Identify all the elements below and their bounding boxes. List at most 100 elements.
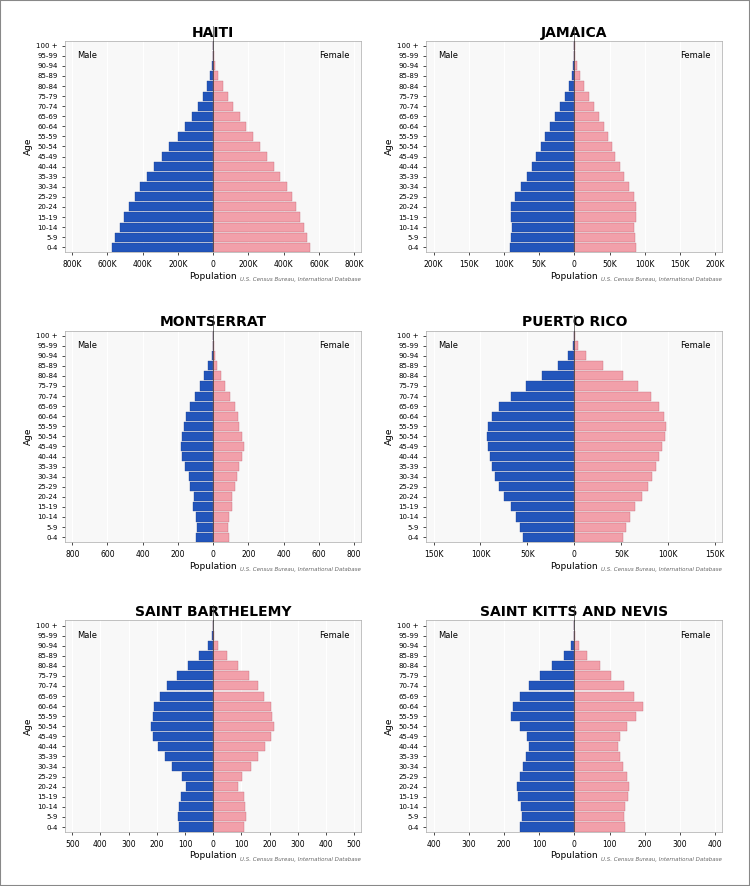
Bar bbox=[213, 482, 236, 491]
Bar bbox=[162, 152, 213, 161]
Bar bbox=[574, 341, 578, 350]
Bar bbox=[213, 72, 218, 81]
Title: SAINT KITTS AND NEVIS: SAINT KITTS AND NEVIS bbox=[480, 605, 668, 619]
Bar bbox=[213, 401, 235, 411]
Bar bbox=[574, 183, 629, 191]
Bar bbox=[574, 142, 612, 151]
Bar bbox=[213, 82, 223, 90]
Text: Female: Female bbox=[319, 631, 350, 640]
Bar bbox=[574, 431, 664, 441]
Bar bbox=[574, 822, 626, 832]
Bar bbox=[574, 493, 642, 501]
Text: U.S. Census Bureau, International Database: U.S. Census Bureau, International Databa… bbox=[602, 857, 722, 862]
Bar bbox=[566, 91, 574, 101]
Bar bbox=[572, 72, 574, 81]
Bar bbox=[202, 91, 213, 101]
Bar bbox=[568, 82, 574, 90]
Bar bbox=[213, 102, 233, 111]
Bar bbox=[124, 213, 213, 222]
Bar bbox=[574, 752, 620, 761]
Bar bbox=[213, 651, 226, 660]
Bar bbox=[513, 702, 574, 711]
Bar bbox=[574, 742, 618, 751]
Bar bbox=[213, 132, 254, 141]
Bar bbox=[487, 431, 574, 441]
Bar bbox=[213, 803, 244, 812]
Bar bbox=[213, 442, 244, 451]
Bar bbox=[574, 803, 625, 812]
Bar bbox=[492, 462, 574, 471]
Bar bbox=[574, 121, 604, 131]
Bar bbox=[500, 482, 574, 491]
Bar bbox=[550, 121, 574, 131]
Title: HAITI: HAITI bbox=[192, 26, 234, 40]
Y-axis label: Age: Age bbox=[386, 718, 394, 735]
Bar bbox=[213, 641, 218, 650]
Bar bbox=[488, 422, 574, 431]
Bar bbox=[574, 452, 659, 461]
Bar bbox=[213, 422, 239, 431]
Bar bbox=[213, 431, 242, 441]
Text: U.S. Census Bureau, International Database: U.S. Census Bureau, International Databa… bbox=[602, 567, 722, 571]
Bar bbox=[178, 132, 213, 141]
Bar bbox=[213, 361, 217, 370]
Bar bbox=[574, 243, 636, 252]
X-axis label: Population: Population bbox=[550, 562, 598, 571]
Y-axis label: Age: Age bbox=[24, 718, 33, 735]
Bar bbox=[182, 452, 213, 461]
Bar bbox=[574, 472, 652, 481]
Bar bbox=[208, 641, 213, 650]
Bar bbox=[213, 233, 307, 242]
Bar bbox=[574, 172, 624, 182]
Bar bbox=[511, 502, 574, 511]
Bar bbox=[213, 382, 225, 391]
Bar bbox=[182, 431, 213, 441]
Bar bbox=[160, 691, 213, 701]
Bar bbox=[574, 152, 615, 161]
Bar bbox=[523, 532, 574, 541]
Bar bbox=[574, 361, 602, 370]
Bar bbox=[520, 772, 574, 781]
Bar bbox=[574, 331, 575, 340]
Text: Male: Male bbox=[77, 631, 97, 640]
Bar bbox=[185, 121, 213, 131]
Text: U.S. Census Bureau, International Database: U.S. Census Bureau, International Databa… bbox=[240, 567, 361, 571]
Bar bbox=[520, 722, 574, 731]
Bar bbox=[574, 412, 664, 421]
Bar bbox=[574, 102, 594, 111]
Bar bbox=[199, 651, 213, 660]
Bar bbox=[181, 442, 213, 451]
Bar bbox=[213, 183, 286, 191]
Bar bbox=[574, 812, 624, 821]
Bar bbox=[213, 661, 238, 671]
Text: Male: Male bbox=[438, 631, 458, 640]
Bar bbox=[179, 803, 213, 812]
Bar bbox=[574, 202, 637, 212]
Bar bbox=[192, 112, 213, 120]
Bar bbox=[213, 762, 251, 771]
Bar bbox=[188, 472, 213, 481]
Bar bbox=[511, 202, 574, 212]
Bar bbox=[574, 72, 580, 81]
Bar bbox=[213, 61, 215, 70]
Bar bbox=[574, 651, 586, 660]
Bar bbox=[213, 452, 242, 461]
Bar bbox=[540, 672, 574, 680]
Bar bbox=[564, 651, 574, 660]
Bar bbox=[152, 732, 213, 741]
Bar bbox=[574, 711, 636, 720]
Bar bbox=[511, 711, 574, 720]
Bar bbox=[213, 392, 230, 400]
Bar bbox=[213, 742, 266, 751]
Bar bbox=[195, 392, 213, 400]
Bar bbox=[573, 61, 574, 70]
Title: MONTSERRAT: MONTSERRAT bbox=[160, 315, 267, 330]
Bar bbox=[574, 442, 662, 451]
Text: Female: Female bbox=[680, 631, 710, 640]
Bar bbox=[194, 493, 213, 501]
Bar bbox=[187, 782, 213, 791]
Bar bbox=[196, 512, 213, 522]
Bar bbox=[147, 172, 213, 182]
Title: JAMAICA: JAMAICA bbox=[542, 26, 608, 40]
Bar bbox=[213, 812, 245, 821]
